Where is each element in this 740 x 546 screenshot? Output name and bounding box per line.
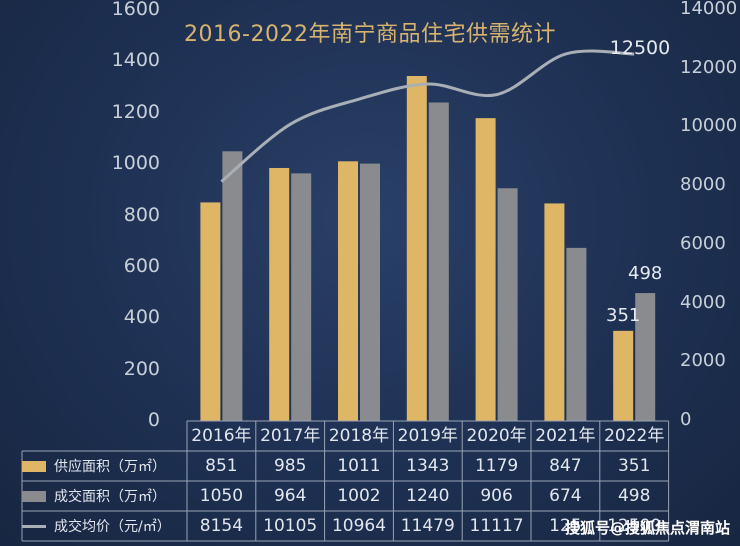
legend-swatch bbox=[22, 490, 46, 502]
y-right-tick: 8000 bbox=[680, 174, 726, 196]
y-left-tick: 0 bbox=[147, 409, 160, 431]
deal-value: 1050 bbox=[199, 486, 244, 506]
deal-value: 1240 bbox=[406, 486, 450, 506]
supply-bar bbox=[406, 76, 427, 421]
deal-2022-label: 498 bbox=[628, 263, 662, 284]
category-label: 2021年 bbox=[535, 426, 596, 446]
deal-value: 964 bbox=[273, 486, 307, 506]
chart-title: 2016-2022年南宁商品住宅供需统计 bbox=[184, 22, 556, 47]
category-label: 2020年 bbox=[466, 426, 527, 446]
y-right-tick: 2000 bbox=[680, 350, 726, 372]
supply-value: 351 bbox=[617, 456, 651, 476]
legend-entry: 供应面积（万㎡） bbox=[22, 451, 186, 481]
supply-2022-label: 351 bbox=[606, 305, 640, 326]
line-peak-label: 12500 bbox=[610, 37, 670, 59]
legend-label: 成交均价（元/㎡） bbox=[54, 519, 171, 535]
price-value: 11479 bbox=[400, 516, 455, 536]
legend-label: 成交面积（万㎡） bbox=[54, 489, 166, 505]
y-left-tick: 1400 bbox=[111, 49, 160, 72]
y-left-tick: 1000 bbox=[111, 152, 160, 175]
price-value: 12500 bbox=[607, 516, 662, 536]
category-label: 2016年 bbox=[191, 426, 252, 446]
y-right-tick: 6000 bbox=[680, 232, 726, 254]
category-label: 2018年 bbox=[328, 426, 390, 446]
supply-value: 1179 bbox=[474, 456, 519, 476]
supply-value: 847 bbox=[549, 456, 582, 476]
price-value: 8154 bbox=[199, 516, 244, 536]
deal-bar bbox=[428, 102, 449, 421]
supply-value: 851 bbox=[205, 456, 238, 476]
legend-label: 供应面积（万㎡） bbox=[54, 459, 166, 475]
category-label: 2022年 bbox=[604, 426, 665, 446]
y-right-tick: 0 bbox=[680, 409, 692, 430]
deal-bar bbox=[635, 293, 656, 421]
supply-bar bbox=[269, 167, 290, 421]
y-left-tick: 800 bbox=[123, 203, 160, 226]
price-line bbox=[220, 49, 635, 183]
deal-value: 906 bbox=[480, 486, 513, 506]
supply-bar bbox=[475, 118, 496, 421]
y-right-tick: 10000 bbox=[680, 115, 738, 137]
deal-bar bbox=[360, 163, 380, 421]
y-left-tick: 1200 bbox=[111, 100, 160, 123]
supply-value: 1011 bbox=[337, 456, 381, 476]
deal-value: 498 bbox=[617, 486, 651, 506]
y-left-tick: 600 bbox=[123, 254, 160, 277]
supply-value: 985 bbox=[273, 456, 307, 476]
watermark: 搜狐号@搜狐焦点渭南站 bbox=[564, 519, 730, 537]
deal-bar bbox=[566, 247, 587, 421]
deal-value: 1002 bbox=[337, 486, 381, 506]
y-right-tick: 14000 bbox=[680, 0, 738, 19]
price-value: 125 bbox=[549, 516, 582, 536]
deal-value: 674 bbox=[549, 486, 582, 506]
category-label: 2017年 bbox=[260, 426, 321, 446]
category-label: 2019年 bbox=[397, 426, 458, 446]
y-left-tick: 1600 bbox=[111, 0, 160, 20]
price-value: 10964 bbox=[331, 516, 387, 536]
supply-value: 1343 bbox=[406, 456, 450, 476]
y-left-tick: 400 bbox=[123, 306, 160, 329]
supply-bar bbox=[544, 203, 565, 421]
price-value: 10105 bbox=[263, 516, 318, 536]
legend-entry: 成交均价（元/㎡） bbox=[22, 511, 186, 541]
deal-bar bbox=[222, 151, 243, 421]
legend-line-swatch bbox=[22, 524, 46, 528]
price-value: 11117 bbox=[469, 516, 524, 536]
supply-bar bbox=[338, 161, 358, 421]
deal-bar bbox=[497, 188, 518, 421]
supply-bar bbox=[613, 330, 634, 421]
y-left-tick: 200 bbox=[123, 357, 160, 380]
legend-swatch bbox=[22, 460, 46, 472]
legend-entry: 成交面积（万㎡） bbox=[22, 481, 186, 511]
deal-bar bbox=[291, 173, 312, 421]
y-right-tick: 4000 bbox=[680, 291, 726, 313]
y-right-tick: 12000 bbox=[680, 56, 738, 78]
supply-bar bbox=[200, 202, 221, 421]
